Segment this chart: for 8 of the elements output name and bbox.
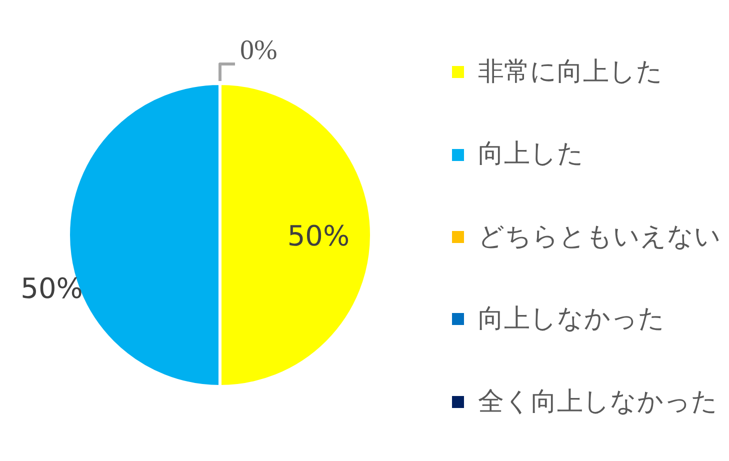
text: 0%: [240, 34, 278, 66]
legend-label: 全く向上しなかった: [478, 386, 718, 417]
legend-label: 向上した: [478, 139, 584, 170]
legend-label: 非常に向上した: [478, 56, 663, 87]
data-label: 50%: [287, 219, 350, 252]
legend-label: どちらともいえない: [478, 222, 721, 252]
data-label: 50%: [20, 272, 83, 306]
legend-label: 向上しなかった: [478, 304, 665, 334]
